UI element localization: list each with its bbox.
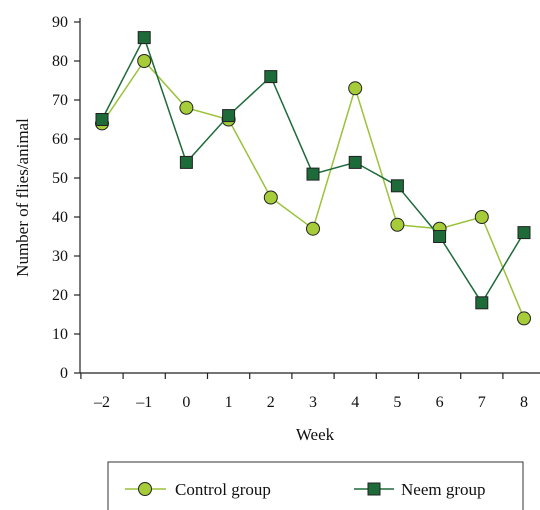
data-point <box>179 155 193 169</box>
x-tick-label: 1 <box>225 394 233 411</box>
legend-label-control: Control group <box>175 480 271 499</box>
y-tick-label: 20 <box>52 287 68 304</box>
data-point <box>263 190 278 205</box>
data-point <box>474 210 489 224</box>
x-tick-label: 3 <box>309 394 317 411</box>
data-point <box>264 70 278 84</box>
legend: Control group Neem group <box>107 461 524 510</box>
y-tick-label: 60 <box>52 131 68 148</box>
x-tick-label: 5 <box>393 394 401 411</box>
legend-marker-neem <box>367 482 381 496</box>
legend-box <box>107 461 524 510</box>
y-axis-title: Number of flies/animal <box>13 118 32 277</box>
legend-marker-control <box>138 482 152 496</box>
x-axis-title: Week <box>296 425 335 444</box>
series-control <box>95 54 531 326</box>
x-tick-label: –1 <box>135 394 152 411</box>
axes <box>74 18 540 379</box>
tick-labels: 0 10 20 30 40 50 60 70 80 90 –2 –1 0 1 2 3 4 5 6 7 8 <box>52 14 528 411</box>
data-point <box>348 155 362 169</box>
x-tick-label: 2 <box>267 394 275 411</box>
x-tick-label: 4 <box>351 394 359 411</box>
series-neem <box>95 31 531 310</box>
x-tick-label: 8 <box>520 394 528 411</box>
x-tick-label: 6 <box>436 394 444 411</box>
legend-label-neem: Neem group <box>401 480 486 499</box>
data-point <box>390 217 405 232</box>
x-tick-label: –2 <box>93 394 110 411</box>
y-tick-label: 90 <box>52 14 68 31</box>
data-point <box>475 296 489 310</box>
data-point <box>306 167 320 181</box>
data-point <box>390 179 404 193</box>
y-tick-label: 70 <box>52 92 68 109</box>
data-point <box>222 109 236 123</box>
data-point <box>95 113 109 126</box>
y-tick-label: 10 <box>52 326 68 343</box>
x-tick-label: 0 <box>182 394 190 411</box>
data-point <box>433 230 447 243</box>
data-point <box>517 311 531 326</box>
y-tick-label: 0 <box>60 365 68 382</box>
data-point <box>348 81 363 96</box>
data-point <box>517 226 531 240</box>
y-tick-label: 80 <box>52 53 68 70</box>
data-point <box>137 54 152 68</box>
series-layer <box>95 31 531 326</box>
data-point <box>137 31 151 45</box>
data-point <box>306 221 320 236</box>
y-tick-label: 50 <box>52 170 68 187</box>
data-point <box>179 100 194 115</box>
y-tick-label: 40 <box>52 209 68 226</box>
y-tick-label: 30 <box>52 248 68 265</box>
x-tick-label: 7 <box>478 394 486 411</box>
